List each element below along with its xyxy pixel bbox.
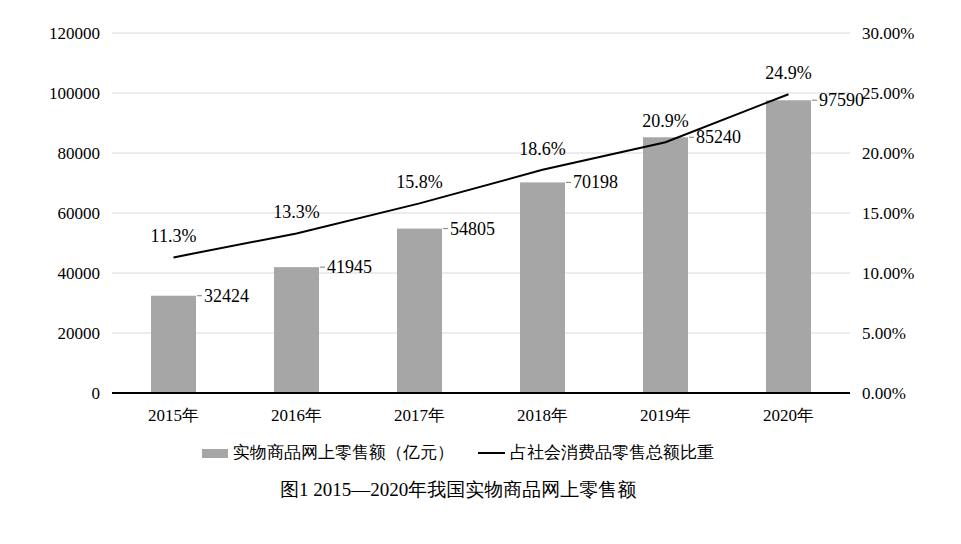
x-axis-label: 2019年 bbox=[640, 406, 691, 425]
x-axis-label: 2016年 bbox=[271, 406, 322, 425]
bar-2016年 bbox=[274, 267, 319, 393]
line-point-label: 13.3% bbox=[273, 202, 320, 222]
combo-chart-canvas: 0 0.00% 20000 5.00% 40000 10.00% 60000 15.00% 80… bbox=[0, 0, 961, 434]
y-axis-right-tick-label: 20.00% bbox=[862, 144, 914, 163]
bar-value-label: 85240 bbox=[696, 127, 741, 147]
line-point-label: 15.8% bbox=[396, 172, 443, 192]
y-axis-right-tick-label: 10.00% bbox=[862, 264, 914, 283]
bar-2017年 bbox=[397, 229, 442, 393]
line-point-label: 24.9% bbox=[765, 63, 812, 83]
y-axis-right-tick-label: 15.00% bbox=[862, 204, 914, 223]
legend-label-bar-series: 实物商品网上零售额（亿元） bbox=[233, 443, 454, 463]
y-axis-left-tick-label: 60000 bbox=[58, 204, 101, 223]
bar-value-label: 54805 bbox=[450, 219, 495, 239]
bar-value-label: 97590 bbox=[819, 90, 864, 110]
x-axis-label: 2015年 bbox=[148, 406, 199, 425]
x-axis-label: 2018年 bbox=[517, 406, 568, 425]
bar-2019年 bbox=[643, 137, 688, 393]
bar-value-label: 41945 bbox=[327, 257, 372, 277]
y-axis-left-tick-label: 20000 bbox=[58, 324, 101, 343]
line-point-label: 20.9% bbox=[642, 111, 689, 131]
y-axis-left-tick-label: 0 bbox=[92, 384, 101, 403]
line-point-label: 11.3% bbox=[151, 226, 197, 246]
chart-title: 图1 2015—2020年我国实物商品网上零售额 bbox=[65, 477, 851, 503]
y-axis-left-tick-label: 80000 bbox=[58, 144, 101, 163]
legend-label-line-series: 占社会消费品零售总额比重 bbox=[510, 443, 714, 463]
bar-2018年 bbox=[520, 182, 565, 393]
bar-series-swatch-icon bbox=[202, 449, 228, 458]
y-axis-right-tick-label: 5.00% bbox=[862, 324, 906, 343]
y-axis-left-tick-label: 100000 bbox=[49, 84, 100, 103]
bar-2020年 bbox=[766, 100, 811, 393]
chart-legend: 实物商品网上零售额（亿元） 占社会消费品零售总额比重 bbox=[65, 443, 851, 463]
chart-figure: 0 0.00% 20000 5.00% 40000 10.00% 60000 15.00% 80… bbox=[0, 0, 961, 544]
y-axis-left-tick-label: 40000 bbox=[58, 264, 101, 283]
bar-2015年 bbox=[151, 296, 196, 393]
y-axis-right-tick-label: 25.00% bbox=[862, 84, 914, 103]
bar-value-label: 32424 bbox=[204, 286, 249, 306]
bar-value-label: 70198 bbox=[573, 172, 618, 192]
x-axis-label: 2017年 bbox=[394, 406, 445, 425]
legend-item-line-series: 占社会消费品零售总额比重 bbox=[478, 443, 714, 463]
line-series-swatch-icon bbox=[478, 452, 505, 454]
y-axis-right-tick-label: 30.00% bbox=[862, 24, 914, 43]
x-axis-label: 2020年 bbox=[763, 406, 814, 425]
legend-item-bar-series: 实物商品网上零售额（亿元） bbox=[202, 443, 454, 463]
y-axis-left-tick-label: 120000 bbox=[49, 24, 100, 43]
line-point-label: 18.6% bbox=[519, 139, 566, 159]
y-axis-right-tick-label: 0.00% bbox=[862, 384, 906, 403]
